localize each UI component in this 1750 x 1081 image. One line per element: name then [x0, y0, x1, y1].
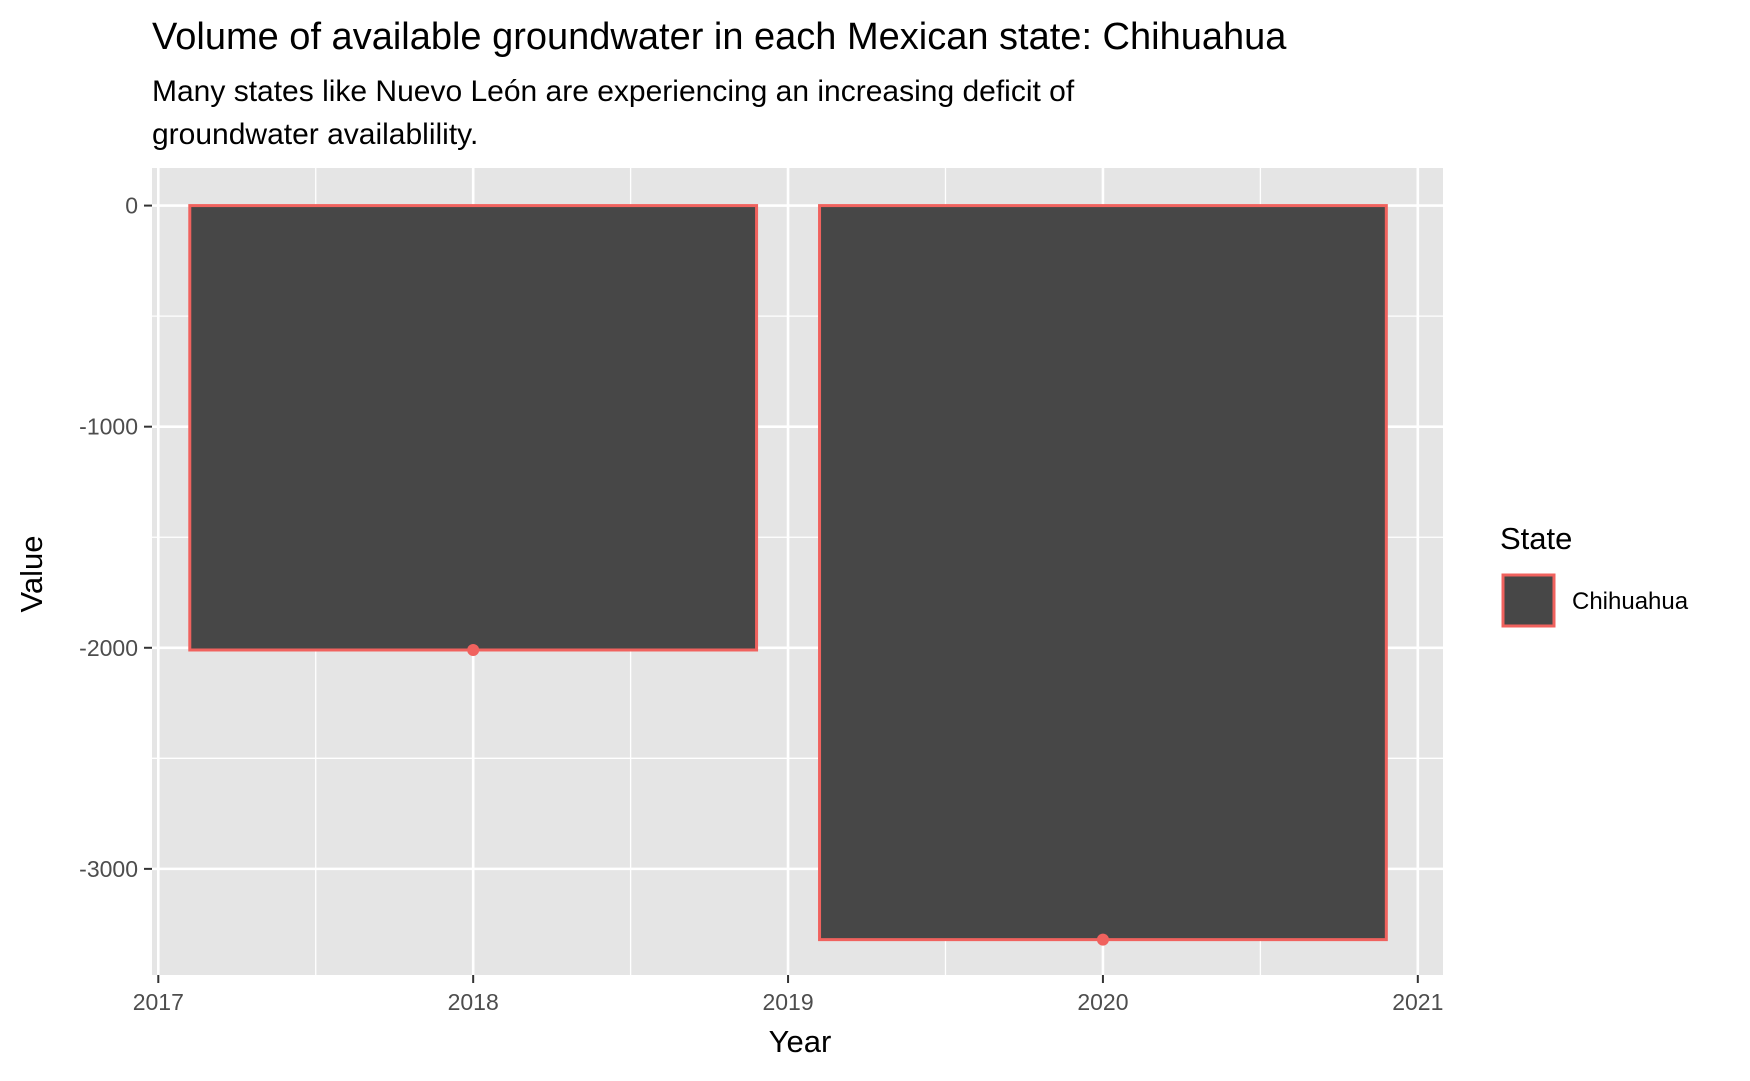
- points: [467, 643, 1109, 946]
- legend: State Chihuahua: [1500, 521, 1689, 628]
- x-tick-label: 2020: [1077, 989, 1128, 1015]
- y-axis: 0 -1000 -2000 -3000: [79, 193, 152, 882]
- bar-2020: [818, 204, 1388, 942]
- x-tick-label: 2021: [1392, 989, 1443, 1015]
- plot-panel: [152, 168, 1443, 975]
- point-2020: [1096, 933, 1109, 946]
- legend-key-chihuahua: [1501, 573, 1556, 628]
- y-tick-label: -3000: [79, 856, 138, 882]
- y-axis-title: Value: [14, 536, 49, 613]
- chart-subtitle-line-2: groundwater availablility.: [152, 118, 478, 151]
- point-2018: [467, 643, 480, 656]
- legend-label-chihuahua: Chihuahua: [1572, 588, 1689, 615]
- y-tick-label: 0: [125, 193, 138, 219]
- legend-title: State: [1500, 521, 1572, 556]
- y-tick-label: -2000: [79, 635, 138, 661]
- x-tick-label: 2019: [762, 989, 813, 1015]
- x-tick-label: 2018: [448, 989, 499, 1015]
- chart-subtitle-line-1: Many states like Nuevo León are experien…: [152, 75, 1075, 108]
- x-axis-title: Year: [769, 1024, 832, 1059]
- y-tick-label: -1000: [79, 414, 138, 440]
- chart-title: Volume of available groundwater in each …: [152, 16, 1287, 58]
- bar-2018: [188, 204, 759, 652]
- bars: [188, 204, 1388, 942]
- x-tick-label: 2017: [133, 989, 184, 1015]
- x-axis: 2017 2018 2019 2020 2021: [133, 975, 1443, 1015]
